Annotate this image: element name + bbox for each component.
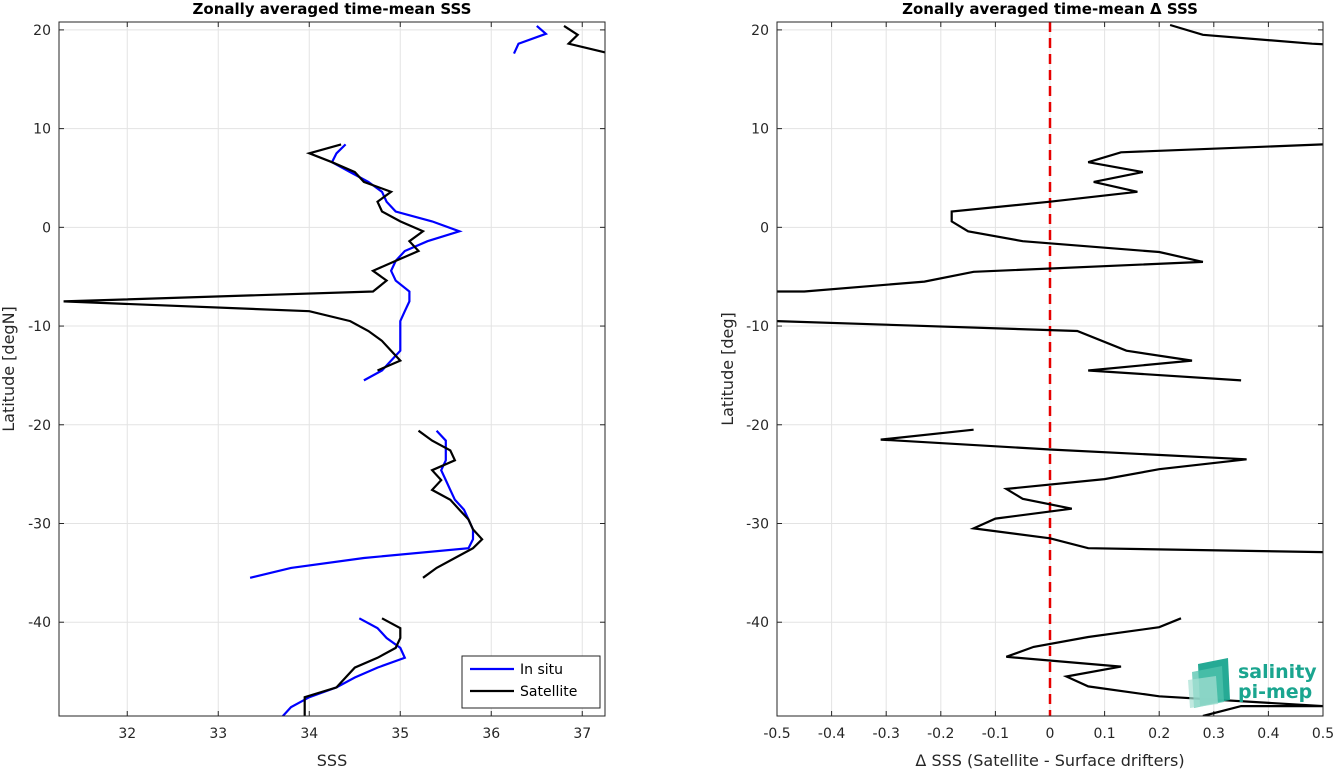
- legend-in-situ-label: In situ: [520, 662, 563, 678]
- right-x-tick-label: 0.5: [1312, 726, 1334, 742]
- left-grid: [59, 22, 605, 716]
- right-series-0-line: [777, 320, 1242, 382]
- right-x-tick-label: 0.4: [1257, 726, 1279, 742]
- right-y-tick-label: -20: [746, 418, 769, 434]
- right-series-0-line: [777, 143, 1323, 293]
- left-y-axis-label: Latitude [degN]: [0, 306, 18, 432]
- left-y-tick-label: -20: [28, 418, 51, 434]
- left-chart-panel: Zonally averaged time-mean SSS 32 33 34 35 3…: [0, 0, 606, 769]
- left-x-tick-label: 37: [573, 726, 591, 742]
- right-x-tick-label: 0.2: [1148, 726, 1170, 742]
- right-x-tick-label: -0.1: [982, 726, 1009, 742]
- right-axes-box: [776, 21, 1324, 717]
- logo-line-1: salinity: [1238, 661, 1317, 683]
- right-x-tick-label: 0.1: [1093, 726, 1115, 742]
- right-x-axis-label: Δ SSS (Satellite - Surface drifters): [915, 751, 1184, 769]
- left-y-tick-label: 20: [33, 23, 51, 39]
- wave-logo-icon: [1188, 658, 1230, 708]
- left-y-tick-label: 0: [42, 220, 51, 236]
- left-y-tick-label: -40: [28, 615, 51, 631]
- right-y-tick-label: 0: [760, 220, 769, 236]
- left-in-situ-line: [249, 429, 475, 579]
- left-satellite-line: [563, 24, 605, 54]
- right-y-tick-label: -40: [746, 615, 769, 631]
- right-x-tick-label: -0.4: [818, 726, 845, 742]
- right-y-tick-label: 10: [751, 122, 769, 138]
- left-chart-title: Zonally averaged time-mean SSS: [193, 0, 472, 18]
- legend-box: [461, 655, 601, 709]
- right-tick-labels: -0.5 -0.4 -0.3 -0.2 -0.1 0 0.1 0.2 0.3 0.4 0.5 -40 -…: [746, 23, 1334, 742]
- right-y-tick-label: 20: [751, 23, 769, 39]
- left-x-tick-label: 36: [482, 726, 500, 742]
- right-y-axis-label: Latitude [deg]: [718, 312, 737, 426]
- right-y-tick-label: -30: [746, 516, 769, 532]
- salinity-pi-mep-logo: salinity pi-mep: [1188, 658, 1317, 708]
- left-y-tick-label: -30: [28, 516, 51, 532]
- left-y-tick-label: 10: [33, 122, 51, 138]
- right-series-0-line: [1169, 23, 1323, 46]
- left-x-tick-label: 35: [391, 726, 409, 742]
- right-x-tick-label: -0.2: [927, 726, 954, 742]
- right-y-tick-label: -10: [746, 319, 769, 335]
- legend-satellite-label: Satellite: [520, 684, 577, 700]
- logo-line-2: pi-mep: [1238, 681, 1312, 703]
- right-x-tick-label: -0.3: [873, 726, 900, 742]
- right-chart-panel: Zonally averaged time-mean Δ SSS -0.5 -0.…: [718, 0, 1334, 769]
- left-y-tick-label: -10: [28, 319, 51, 335]
- left-in-situ-line: [281, 617, 407, 716]
- right-x-tick-label: 0: [1046, 726, 1055, 742]
- left-satellite-line: [417, 429, 484, 579]
- left-x-tick-label: 33: [209, 726, 227, 742]
- right-series-0-line: [880, 428, 1323, 554]
- right-x-tick-label: 0.3: [1203, 726, 1225, 742]
- right-x-tick-label: -0.5: [763, 726, 790, 742]
- left-axes-box: [58, 21, 606, 717]
- left-x-axis-label: SSS: [317, 751, 347, 769]
- left-satellite-line: [303, 617, 402, 716]
- left-x-tick-label: 32: [118, 726, 136, 742]
- right-series-0-line: [1005, 617, 1323, 716]
- left-in-situ-line: [512, 25, 549, 55]
- legend: In situ Satellite: [461, 655, 601, 709]
- left-plot-area: [63, 24, 605, 716]
- right-chart-title: Zonally averaged time-mean Δ SSS: [902, 0, 1198, 18]
- left-satellite-line: [63, 143, 426, 372]
- right-plot-area: [777, 22, 1323, 716]
- left-tick-labels: 32 33 34 35 36 37 -40 -30 -20 -10 0 10 20: [28, 23, 591, 742]
- left-in-situ-line: [330, 143, 463, 382]
- left-x-tick-label: 34: [300, 726, 318, 742]
